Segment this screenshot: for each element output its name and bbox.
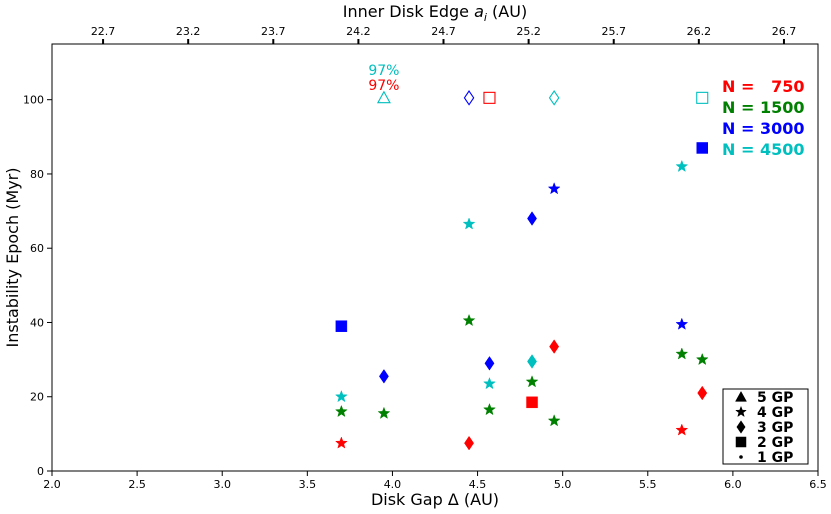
data-point-star: [675, 347, 689, 360]
data-point-diamond-open: [548, 90, 560, 106]
top-x-tick-label: 23.7: [261, 25, 286, 38]
data-point-star: [675, 317, 689, 330]
data-point-square: [696, 142, 708, 154]
x-tick-label: 2.5: [128, 478, 146, 491]
legend-marker-dot: [739, 455, 743, 459]
series-n-3000: [335, 90, 708, 384]
legend-marker-star: [735, 405, 747, 418]
data-point-star: [462, 313, 476, 327]
top-x-tick-label: 25.7: [601, 25, 626, 38]
data-point-diamond-open: [463, 90, 475, 106]
data-point-star: [547, 182, 561, 195]
x-tick-label: 4.0: [384, 478, 402, 491]
y-axis-label: Instability Epoch (Myr): [3, 167, 22, 347]
top-x-tick-label: 22.7: [91, 25, 116, 38]
series-n-4500: [334, 90, 709, 403]
x-tick-label: 5.5: [639, 478, 657, 491]
legend-marker-label: 2 GP: [757, 435, 793, 451]
data-point-star: [525, 375, 539, 388]
data-point-star: [334, 389, 348, 403]
y-tick-label: 20: [30, 391, 44, 404]
data-point-diamond: [484, 356, 495, 371]
series-n-1500: [334, 313, 709, 427]
y-tick-label: 100: [23, 94, 44, 107]
data-point-diamond: [464, 435, 474, 451]
data-point-diamond: [379, 369, 389, 384]
data-point-diamond: [697, 385, 708, 401]
data-point-star: [334, 404, 348, 418]
top-x-tick-label: 24.7: [431, 25, 456, 38]
annotation-label: 97%: [368, 63, 399, 79]
x-tick-label: 5.0: [554, 478, 572, 491]
series-n-750: [334, 91, 708, 451]
legend-marker-square: [735, 436, 747, 448]
legend-marker-label: 4 GP: [757, 405, 793, 421]
legend-marker-label: 3 GP: [757, 420, 793, 436]
data-point-triangle-open: [376, 90, 391, 104]
top-x-tick-label: 25.2: [516, 25, 541, 38]
data-point-star: [675, 423, 689, 436]
legend-color-entry: N = 1500: [722, 98, 804, 117]
data-point-diamond: [549, 339, 560, 354]
y-tick-label: 60: [30, 242, 44, 255]
y-tick-label: 80: [30, 168, 44, 181]
legend-marker-label: 5 GP: [757, 390, 793, 406]
legend-marker-triangle: [735, 390, 747, 402]
top-x-tick-label: 23.2: [176, 25, 201, 38]
x-tick-label: 3.5: [299, 478, 317, 491]
top-x-tick-label: 26.2: [687, 25, 712, 38]
legend-marker-diamond: [736, 420, 746, 434]
data-point-diamond: [527, 354, 537, 369]
x-axis-label: Disk Gap Δ (AU): [371, 490, 499, 509]
data-point-star: [675, 159, 689, 172]
y-tick-label: 40: [30, 316, 44, 329]
annotation-label: 97%: [368, 78, 399, 94]
data-point-star: [483, 402, 496, 416]
top-x-axis-label: Inner Disk Edge ai (AU): [343, 2, 527, 24]
legend-color-entry: N = 750: [722, 77, 804, 96]
data-point-star: [483, 376, 496, 390]
legend-marker-label: 1 GP: [757, 450, 793, 466]
data-point-star: [695, 352, 709, 366]
data-point-diamond: [527, 211, 537, 226]
top-x-tick-label: 24.2: [346, 25, 371, 38]
legend-color-entry: N = 3000: [722, 119, 804, 138]
plot-frame: [51, 43, 819, 472]
data-point-square-open: [483, 91, 496, 104]
data-point-star: [462, 217, 476, 230]
data-point-square: [526, 396, 538, 409]
top-x-tick-label: 26.7: [772, 25, 797, 38]
data-point-star: [547, 414, 561, 427]
data-point-star: [334, 436, 348, 449]
x-tick-label: 3.0: [213, 478, 231, 491]
x-tick-label: 2.0: [43, 478, 61, 491]
x-tick-label: 6.5: [809, 478, 827, 491]
x-tick-label: 6.0: [724, 478, 742, 491]
x-tick-label: 4.5: [469, 478, 487, 491]
data-point-star: [377, 406, 391, 419]
legend-color-entry: N = 4500: [722, 140, 804, 159]
y-tick-label: 0: [37, 465, 44, 478]
data-point-square: [335, 320, 348, 332]
data-point-square-open: [696, 91, 709, 104]
